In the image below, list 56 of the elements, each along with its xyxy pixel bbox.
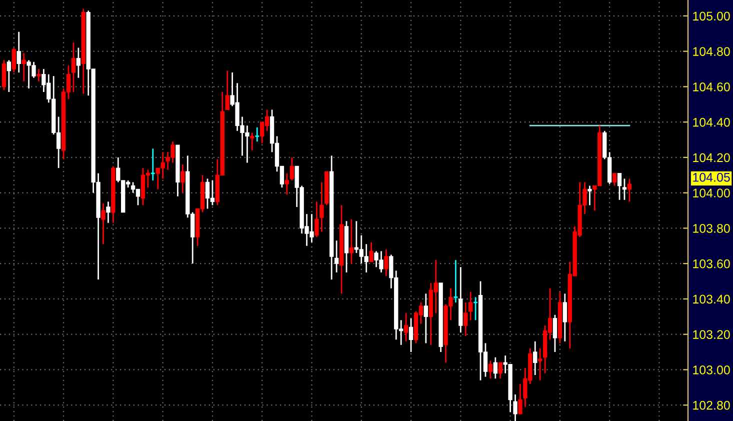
candlestick — [314, 200, 319, 238]
candlestick — [369, 242, 374, 262]
y-tick-label: 103.80 — [693, 224, 730, 233]
candlestick — [384, 248, 388, 277]
candlestick — [225, 70, 230, 110]
candlestick — [493, 356, 498, 380]
candlestick — [6, 59, 12, 93]
candlestick — [404, 312, 408, 342]
candlestick — [12, 47, 16, 74]
candlestick — [22, 52, 26, 82]
candlestick — [518, 383, 522, 415]
candlestick — [76, 47, 81, 79]
candlestick — [334, 240, 339, 274]
candlestick — [468, 291, 473, 321]
candlestick — [349, 218, 354, 264]
candlestick — [498, 362, 502, 380]
y-tick-label: 103.00 — [693, 366, 730, 374]
y-tick-label: 103.40 — [693, 294, 730, 304]
candlestick — [290, 156, 294, 182]
candlestick — [36, 68, 41, 82]
candlestick — [254, 126, 260, 142]
y-tick-label: 103.60 — [693, 259, 730, 268]
candlestick — [627, 178, 632, 202]
y-tick-label: 103.20 — [693, 330, 730, 339]
candlestick — [284, 172, 289, 196]
y-tick-label: 104.20 — [693, 153, 730, 162]
candlestick — [588, 185, 592, 206]
candlestick — [106, 200, 110, 224]
candlestick — [150, 148, 156, 182]
candlestick — [408, 318, 414, 353]
candlestick — [513, 394, 518, 421]
candlestick — [101, 202, 106, 245]
y-tick-label: 104.40 — [693, 118, 730, 127]
candlestick — [562, 292, 567, 342]
candlestick — [320, 182, 324, 232]
candlestick — [488, 360, 493, 380]
y-tick-label: 104.60 — [693, 82, 730, 92]
candlestick — [612, 172, 617, 186]
candlestick — [552, 314, 558, 353]
candlestick — [533, 340, 538, 376]
candlestick — [250, 132, 254, 152]
candlestick — [622, 178, 627, 201]
candlestick — [180, 164, 185, 194]
y-tick-label: 102.80 — [693, 400, 730, 410]
y-tick-label: 104.00 — [693, 188, 730, 198]
candlestick — [617, 172, 622, 201]
candlestick — [424, 292, 428, 344]
y-tick-label: 104.80 — [693, 47, 730, 56]
y-tick-label: 105.00 — [693, 12, 730, 21]
candlestick — [453, 259, 458, 304]
text: 104.05 — [693, 172, 730, 182]
candlestick — [464, 302, 468, 337]
candlestick — [538, 348, 542, 382]
candlestick — [2, 59, 6, 91]
candlestick — [16, 31, 21, 74]
candlestick — [71, 42, 76, 93]
